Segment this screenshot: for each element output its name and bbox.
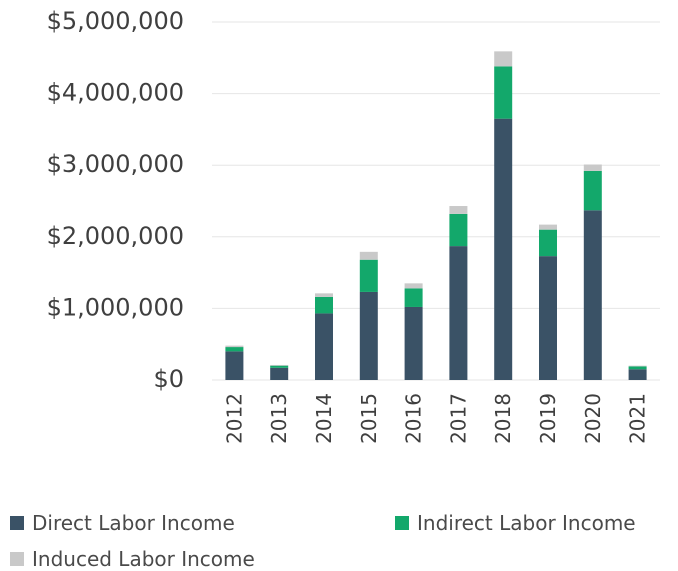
x-tick-label: 2017 — [446, 393, 470, 444]
y-tick-label: $4,000,000 — [47, 79, 184, 107]
bar-segment — [359, 291, 378, 380]
bar-segment — [225, 345, 244, 348]
bar-segment — [404, 288, 423, 307]
legend-item: Induced Labor Income — [10, 547, 255, 571]
x-tick-label: 2019 — [536, 393, 560, 444]
x-tick-label: 2020 — [581, 393, 605, 444]
legend-swatch — [395, 516, 409, 530]
legend: Direct Labor Income Indirect Labor Income… — [10, 505, 675, 571]
bar-segment — [539, 256, 557, 380]
y-axis: $0 $1,000,000 $2,000,000 $3,000,000 $4,000,0… — [47, 7, 184, 393]
x-axis: 2012 2013 2014 2015 2016 2017 2018 2019 2020 2021 — [222, 393, 649, 444]
bar-segment — [404, 306, 423, 380]
stacked-bar-chart: $0 $1,000,000 $2,000,000 $3,000,000 $4,000,0… — [47, 7, 660, 444]
y-tick-label: $3,000,000 — [47, 150, 184, 178]
bar-segment — [449, 246, 468, 380]
bar-segment — [628, 369, 647, 380]
x-tick-label: 2012 — [222, 393, 246, 444]
legend-item: Indirect Labor Income — [395, 511, 636, 535]
legend-item: Direct Labor Income — [10, 511, 235, 535]
bar-segment — [494, 66, 513, 119]
bar-segment — [494, 118, 513, 380]
bar-segment — [583, 170, 602, 211]
bar-segment — [404, 283, 423, 289]
bar-segment — [494, 51, 513, 67]
bars — [225, 51, 647, 380]
bar-segment — [628, 366, 647, 370]
legend-label: Induced Labor Income — [32, 547, 255, 571]
bar-segment — [315, 296, 333, 314]
x-tick-label: 2021 — [626, 393, 650, 444]
bar-segment — [359, 251, 378, 260]
bar-segment — [359, 259, 378, 292]
bar-segment — [270, 367, 289, 380]
x-tick-label: 2016 — [402, 393, 426, 444]
bar-segment — [270, 365, 289, 368]
x-tick-label: 2013 — [267, 393, 291, 444]
y-tick-label: $2,000,000 — [47, 222, 184, 250]
bar-segment — [449, 206, 468, 214]
bar-segment — [449, 213, 468, 247]
legend-label: Indirect Labor Income — [417, 511, 636, 535]
x-tick-label: 2014 — [312, 393, 336, 444]
x-tick-label: 2018 — [491, 393, 515, 444]
bar-segment — [225, 347, 244, 352]
bar-segment — [270, 364, 289, 366]
bar-segment — [315, 313, 333, 380]
bar-segment — [539, 229, 557, 257]
y-tick-label: $0 — [153, 365, 184, 393]
bar-segment — [628, 365, 647, 367]
bar-segment — [583, 164, 602, 171]
y-tick-label: $1,000,000 — [47, 293, 184, 321]
legend-swatch — [10, 516, 24, 530]
legend-swatch — [10, 552, 24, 566]
y-tick-label: $5,000,000 — [47, 7, 184, 35]
bar-segment — [539, 224, 557, 230]
bar-segment — [225, 351, 244, 380]
legend-label: Direct Labor Income — [32, 511, 235, 535]
bar-segment — [583, 210, 602, 380]
bar-segment — [315, 293, 333, 297]
x-tick-label: 2015 — [357, 393, 381, 444]
